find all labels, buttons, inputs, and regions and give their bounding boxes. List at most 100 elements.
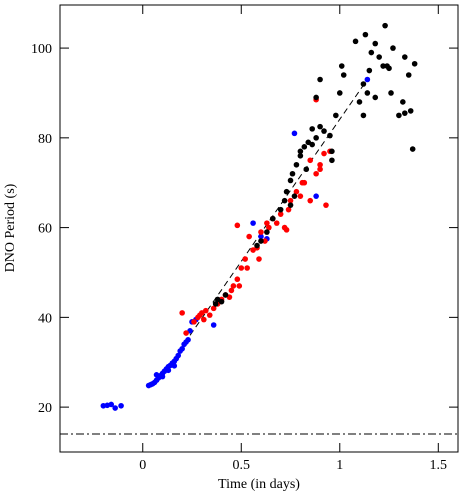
data-point <box>287 197 294 204</box>
data-point <box>283 227 290 233</box>
data-point <box>291 130 298 137</box>
x-tick-label: 0.5 <box>233 458 251 473</box>
data-point <box>293 161 300 168</box>
data-point <box>402 110 408 116</box>
data-point <box>360 81 367 87</box>
data-point <box>329 157 335 164</box>
data-point <box>277 211 284 217</box>
data-point <box>210 305 217 312</box>
data-point <box>362 31 369 38</box>
data-point <box>372 40 379 47</box>
data-point <box>364 90 371 96</box>
data-point <box>250 220 256 226</box>
data-point <box>396 112 402 119</box>
data-point <box>203 307 209 314</box>
y-tick-label: 60 <box>38 222 52 237</box>
data-point <box>108 401 115 408</box>
data-point <box>386 65 392 72</box>
x-tick-label: 0 <box>139 458 146 473</box>
data-point <box>238 265 245 271</box>
data-point <box>281 197 288 204</box>
data-point <box>333 112 339 119</box>
data-point <box>356 99 363 105</box>
data-point <box>210 322 217 328</box>
data-point <box>254 242 260 249</box>
y-tick-label: 20 <box>38 401 52 416</box>
data-point <box>183 330 189 336</box>
data-point <box>159 373 166 380</box>
data-point <box>323 202 329 208</box>
data-point <box>118 402 124 409</box>
data-point <box>175 352 182 359</box>
data-point <box>382 22 388 29</box>
data-point <box>287 177 294 184</box>
data-point <box>402 54 408 60</box>
data-point <box>299 179 306 186</box>
x-axis-label: Time (in days) <box>218 477 300 492</box>
data-point <box>258 238 264 244</box>
data-point <box>388 90 394 96</box>
data-point <box>297 193 304 199</box>
data-point <box>171 363 178 369</box>
data-point <box>287 202 294 208</box>
data-point <box>364 76 371 83</box>
data-point <box>283 188 290 195</box>
data-point <box>307 157 314 164</box>
data-point <box>307 197 314 204</box>
data-point <box>291 193 298 199</box>
data-point <box>336 90 343 96</box>
data-point <box>321 150 327 157</box>
data-point <box>185 337 191 343</box>
data-point <box>256 256 262 262</box>
data-point <box>179 345 185 352</box>
data-point <box>264 229 270 235</box>
data-point <box>165 367 172 374</box>
data-point <box>273 220 280 226</box>
data-point <box>338 63 345 69</box>
data-point <box>313 170 319 177</box>
data-point <box>179 310 185 316</box>
data-point <box>293 188 300 195</box>
data-point <box>246 233 252 240</box>
data-point <box>297 152 304 159</box>
data-point <box>366 67 373 74</box>
data-point <box>297 148 304 155</box>
data-point <box>317 123 323 130</box>
data-point <box>400 99 406 105</box>
data-point <box>329 148 335 155</box>
data-point <box>317 161 323 168</box>
data-point <box>234 222 241 229</box>
data-point <box>313 94 319 101</box>
data-point <box>368 49 375 56</box>
data-point <box>258 229 264 235</box>
data-point <box>309 126 315 132</box>
x-tick-label: 1 <box>336 458 343 473</box>
data-point <box>222 292 229 298</box>
data-point <box>303 166 310 173</box>
data-point <box>285 206 292 213</box>
data-point <box>112 405 118 411</box>
data-point <box>309 141 315 148</box>
data-point <box>289 170 296 177</box>
data-point <box>201 316 207 323</box>
data-point <box>327 132 333 139</box>
data-point <box>269 215 276 222</box>
data-point <box>236 283 243 289</box>
data-point <box>262 238 268 244</box>
data-point <box>197 312 203 318</box>
data-point <box>390 45 396 51</box>
data-point <box>264 220 270 226</box>
data-point <box>153 372 160 378</box>
data-point <box>277 206 284 213</box>
y-axis-label: DNO Period (s) <box>3 183 18 272</box>
data-point <box>360 112 367 119</box>
data-point <box>405 72 412 78</box>
data-point <box>242 256 249 262</box>
data-point <box>317 76 323 83</box>
data-point <box>313 135 319 141</box>
data-point <box>407 108 414 114</box>
data-point <box>340 72 347 78</box>
data-point <box>313 193 319 199</box>
plot-frame <box>59 4 459 453</box>
